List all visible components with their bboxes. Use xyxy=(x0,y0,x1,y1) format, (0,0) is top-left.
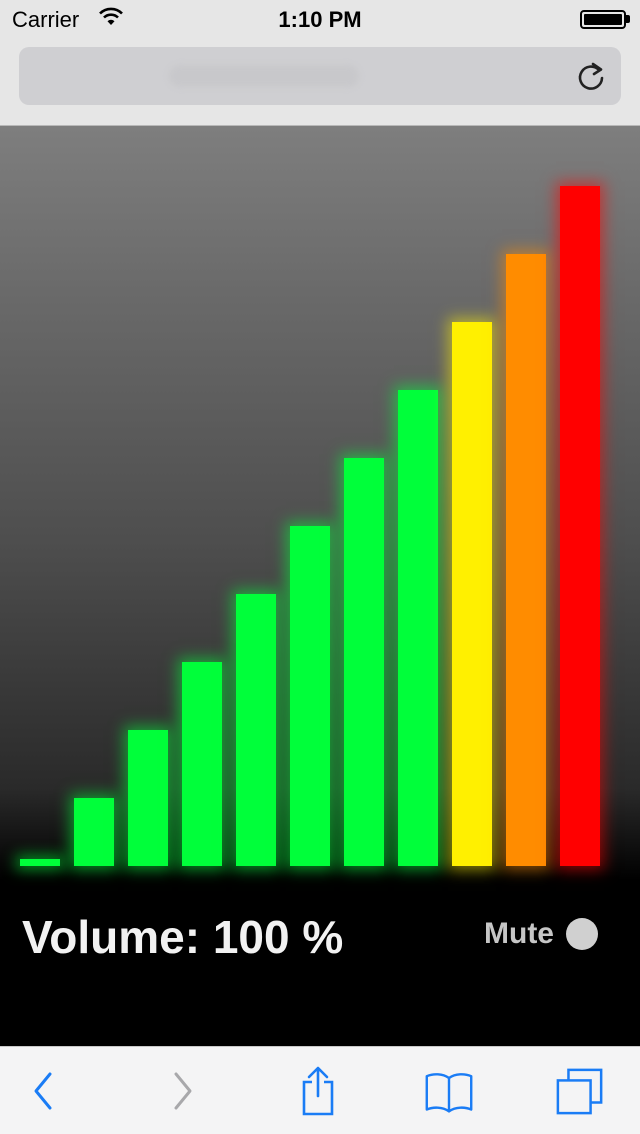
level-bar xyxy=(128,730,168,866)
reload-icon[interactable] xyxy=(575,61,607,93)
mute-label: Mute xyxy=(484,917,554,950)
volume-visualizer: Volume: 100 % Mute xyxy=(0,126,640,1046)
mute-toggle[interactable] xyxy=(566,918,598,950)
mute-control[interactable]: Mute xyxy=(484,916,598,952)
status-bar: Carrier 1:10 PM xyxy=(0,0,640,38)
level-bar xyxy=(344,458,384,866)
level-bar xyxy=(560,186,600,866)
level-bars xyxy=(0,126,640,1046)
url-field[interactable] xyxy=(19,47,621,105)
blurred-url xyxy=(169,65,359,87)
browser-toolbar xyxy=(0,1046,640,1134)
forward-chevron-icon[interactable] xyxy=(158,1067,208,1115)
level-bar xyxy=(236,594,276,866)
clock-time: 1:10 PM xyxy=(278,7,362,32)
carrier-label: Carrier xyxy=(12,7,80,32)
level-bar xyxy=(506,254,546,866)
battery-icon xyxy=(580,10,626,29)
level-bar xyxy=(74,798,114,866)
level-bar xyxy=(290,526,330,866)
tabs-icon[interactable] xyxy=(555,1067,605,1115)
battery-tip xyxy=(626,15,630,23)
volume-label: Volume: 100 % xyxy=(22,911,344,963)
level-bar xyxy=(20,859,60,866)
back-chevron-icon[interactable] xyxy=(18,1067,68,1115)
browser-address-area xyxy=(0,38,640,126)
level-bar xyxy=(452,322,492,866)
share-icon[interactable] xyxy=(293,1066,343,1116)
level-bar xyxy=(182,662,222,866)
level-bar xyxy=(398,390,438,866)
wifi-icon xyxy=(98,7,124,32)
bookmarks-icon[interactable] xyxy=(424,1067,474,1115)
